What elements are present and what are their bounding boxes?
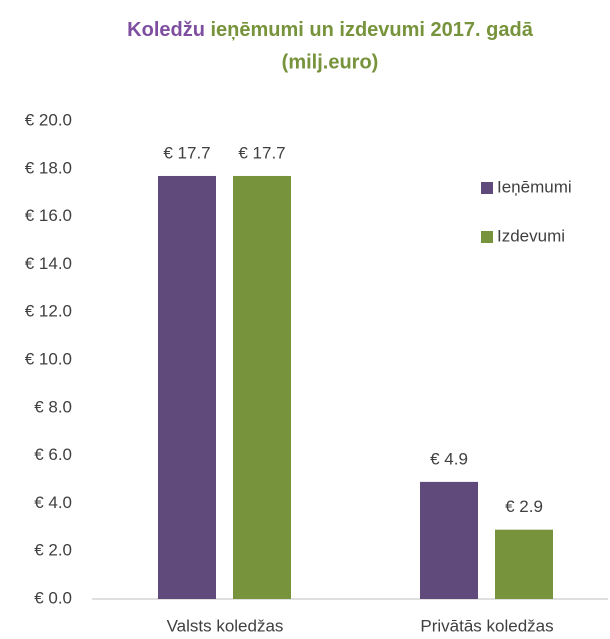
legend-label: Ieņēmumi	[497, 177, 572, 196]
y-tick-label: € 0.0	[34, 588, 72, 607]
chart-title: Koledžu ieņēmumi un izdevumi 2017. gadā	[127, 19, 534, 41]
title-part: ieņēmumi un izdevumi 2017. gadā	[211, 19, 534, 41]
data-label: € 4.9	[430, 449, 468, 468]
y-tick-label: € 6.0	[34, 445, 72, 464]
title-part: Koledžu	[127, 19, 205, 41]
y-tick-label: € 16.0	[25, 206, 72, 225]
data-label: € 17.7	[238, 143, 285, 162]
legend-swatch	[481, 231, 493, 243]
bar	[158, 175, 216, 599]
y-tick-label: € 8.0	[34, 397, 72, 416]
data-label: € 2.9	[505, 497, 543, 516]
y-tick-label: € 20.0	[25, 110, 72, 129]
x-tick-label: Valsts koledžas	[167, 616, 284, 635]
data-label: € 17.7	[163, 143, 210, 162]
bar	[495, 529, 553, 599]
chart-subtitle: (milj.euro)	[282, 51, 379, 73]
y-tick-label: € 2.0	[34, 541, 72, 560]
y-tick-label: € 14.0	[25, 254, 72, 273]
x-tick-label: Privātās koledžas	[420, 616, 553, 635]
y-tick-label: € 12.0	[25, 302, 72, 321]
bar	[233, 175, 291, 599]
legend-label: Izdevumi	[497, 226, 565, 245]
y-tick-label: € 18.0	[25, 158, 72, 177]
y-tick-label: € 10.0	[25, 349, 72, 368]
legend-swatch	[481, 182, 493, 194]
y-tick-label: € 4.0	[34, 493, 72, 512]
bar	[420, 481, 478, 599]
